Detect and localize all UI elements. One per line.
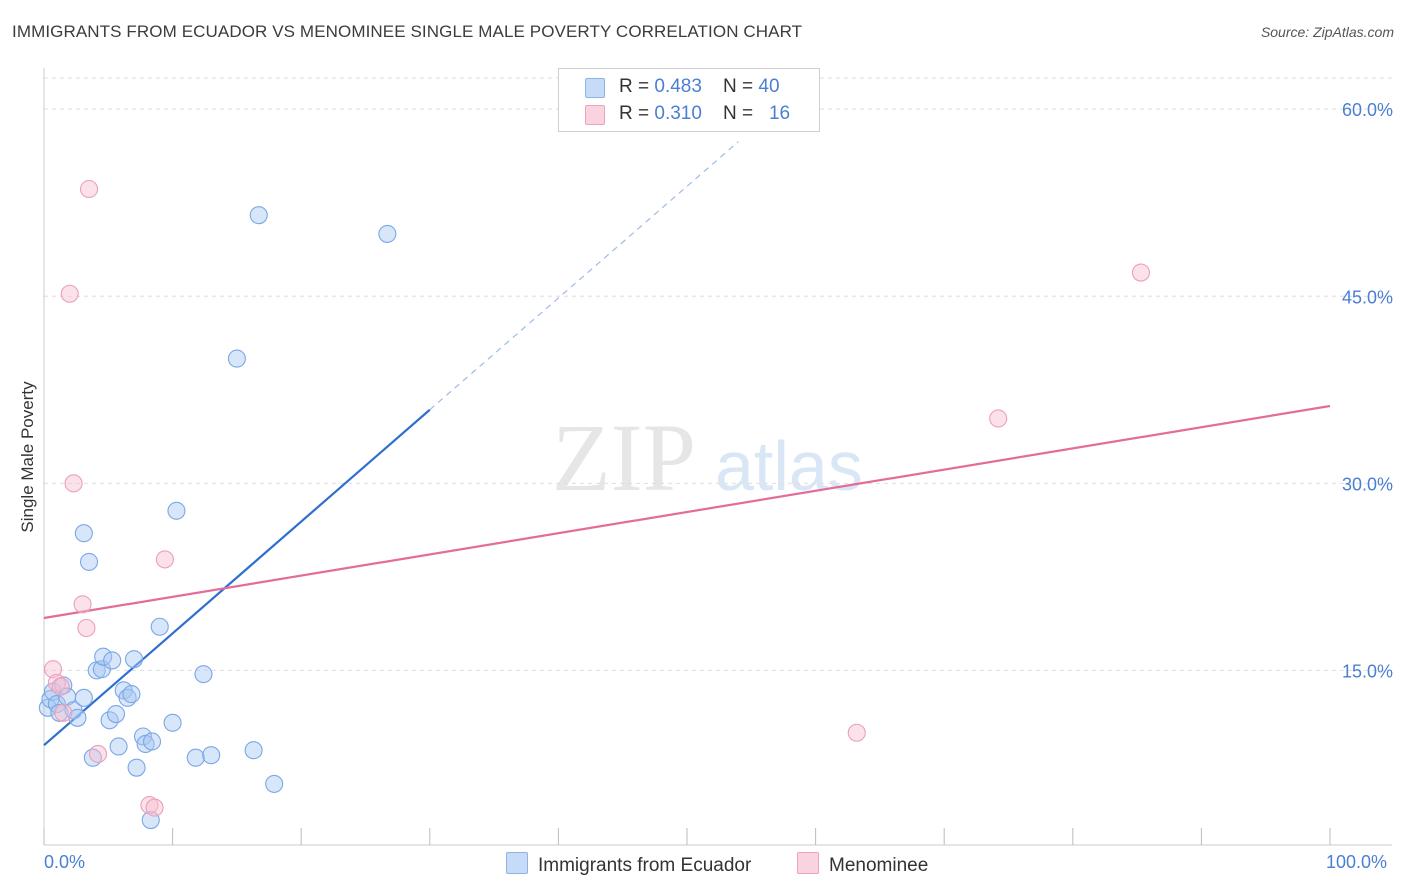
point-ecuador	[74, 688, 93, 707]
point-menominee	[79, 179, 99, 199]
trend-line-ecuador	[43, 408, 431, 747]
point-menominee	[54, 703, 73, 722]
point-menominee	[60, 284, 79, 303]
legend-swatch-menominee	[797, 852, 819, 874]
point-menominee	[51, 677, 70, 696]
r-value-ecuador: 0.483	[654, 76, 702, 97]
point-ecuador	[186, 748, 205, 767]
point-menominee	[847, 723, 866, 742]
point-ecuador	[249, 206, 268, 225]
point-ecuador	[74, 524, 93, 543]
point-ecuador	[150, 617, 169, 636]
point-ecuador	[142, 732, 162, 751]
point-ecuador	[124, 650, 144, 669]
x-tick-label-max: 100.0%	[1326, 852, 1388, 872]
trend-line-ecuador-extension	[429, 141, 739, 411]
point-menominee	[43, 660, 63, 679]
point-menominee	[155, 550, 174, 569]
point-ecuador	[227, 349, 246, 368]
point-ecuador	[109, 737, 128, 756]
point-ecuador	[79, 552, 99, 571]
n-value-ecuador: 40	[758, 76, 780, 97]
watermark-zip: ZIP	[552, 404, 696, 511]
legend-swatch-ecuador	[585, 78, 605, 98]
y-tick-label: 15.0%	[1342, 661, 1393, 681]
point-ecuador	[194, 665, 213, 684]
point-ecuador	[106, 704, 126, 724]
point-ecuador	[202, 746, 221, 765]
point-ecuador	[163, 713, 182, 732]
chart-title: IMMIGRANTS FROM ECUADOR VS MENOMINEE SIN…	[12, 22, 803, 41]
watermark-atlas: atlas	[715, 427, 863, 505]
y-tick-label: 45.0%	[1342, 287, 1393, 307]
point-ecuador	[167, 501, 186, 520]
legend-label-ecuador: Immigrants from Ecuador	[538, 855, 752, 876]
point-ecuador	[94, 647, 113, 666]
source-label: Source: ZipAtlas.com	[1260, 24, 1394, 40]
point-menominee	[64, 474, 83, 493]
point-ecuador	[378, 224, 397, 243]
r-value-menominee: 0.310	[654, 103, 702, 124]
point-ecuador	[133, 727, 153, 746]
legend-swatch-menominee	[585, 105, 605, 125]
stats-legend: R = 0.483 N = 40 R = 0.310 N = 16	[558, 68, 820, 132]
legend-swatch-ecuador	[506, 852, 528, 874]
legend-item-menominee: Menominee	[797, 852, 928, 877]
y-tick-label: 60.0%	[1342, 100, 1393, 120]
point-menominee	[140, 796, 159, 815]
gridlines	[44, 77, 1392, 671]
point-ecuador	[244, 741, 263, 760]
point-menominee	[73, 595, 92, 614]
point-ecuador	[122, 685, 141, 704]
data-points	[38, 179, 1151, 830]
x-tick-label-min: 0.0%	[44, 852, 86, 872]
y-tick-label: 30.0%	[1342, 474, 1393, 494]
point-menominee	[989, 409, 1008, 428]
point-ecuador	[127, 758, 146, 777]
watermark: ZIP atlas	[552, 404, 863, 511]
n-label: N =	[723, 76, 759, 97]
legend-label-menominee: Menominee	[829, 855, 929, 876]
point-menominee	[77, 618, 96, 638]
n-label: N =	[723, 103, 759, 124]
point-menominee	[145, 798, 164, 817]
point-menominee	[1131, 263, 1151, 282]
n-value-menominee: 16	[768, 103, 791, 124]
y-tick-labels: 15.0% 30.0% 45.0% 60.0%	[1342, 100, 1393, 681]
trend-lines	[43, 141, 1331, 747]
point-ecuador	[68, 708, 87, 727]
point-ecuador	[265, 774, 284, 793]
point-ecuador	[50, 703, 69, 722]
legend-item-ecuador: Immigrants from Ecuador	[506, 852, 751, 877]
r-label: R =	[619, 103, 655, 124]
trend-line-menominee	[43, 404, 1331, 620]
point-menominee	[88, 744, 108, 764]
point-ecuador	[103, 651, 122, 670]
r-label: R =	[619, 76, 655, 97]
